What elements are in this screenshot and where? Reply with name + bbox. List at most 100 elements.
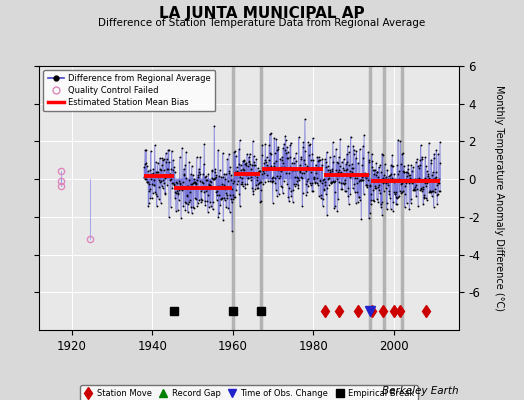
Point (232, 164, 241, 170)
Point (322, 164, 331, 170)
Point (391, 176, 399, 182)
Point (387, 162, 395, 169)
Point (332, 172, 340, 178)
Point (326, 168, 334, 175)
Point (348, 185, 357, 192)
Point (385, 191, 394, 198)
Point (340, 181, 348, 187)
Point (405, 180, 413, 186)
Point (310, 175, 319, 182)
Point (417, 156, 425, 162)
Point (155, 183, 163, 190)
Point (160, 180, 169, 186)
Point (430, 203, 438, 210)
Point (330, 179, 339, 185)
Point (224, 204, 232, 211)
Point (389, 189, 398, 195)
Point (185, 199, 193, 205)
Point (236, 202, 244, 209)
Point (395, 176, 403, 182)
Point (294, 174, 302, 181)
Point (420, 191, 429, 198)
Point (397, 160, 405, 167)
Point (298, 202, 307, 209)
Point (233, 168, 241, 174)
Point (425, 140, 433, 146)
Point (206, 182, 214, 188)
Point (182, 149, 190, 155)
Point (403, 170, 412, 176)
Point (272, 146, 281, 153)
Point (420, 180, 429, 186)
Point (180, 171, 189, 178)
Point (309, 188, 317, 194)
Point (374, 184, 382, 190)
Point (344, 185, 352, 191)
Point (355, 178, 364, 184)
Point (152, 168, 160, 175)
Point (317, 192, 325, 198)
Point (436, 188, 444, 194)
Point (374, 173, 383, 180)
Point (290, 160, 298, 166)
Point (365, 215, 373, 222)
Point (243, 170, 251, 176)
Point (256, 168, 264, 174)
Point (251, 172, 259, 178)
Point (327, 180, 335, 187)
Point (160, 156, 168, 162)
Point (185, 196, 194, 203)
Point (208, 167, 216, 174)
Point (352, 148, 361, 154)
Point (362, 175, 370, 182)
Point (141, 175, 150, 182)
Point (388, 162, 397, 169)
Point (434, 188, 443, 194)
Point (197, 198, 205, 205)
Point (302, 181, 310, 187)
Point (370, 198, 378, 204)
Point (213, 188, 221, 194)
Point (277, 168, 285, 174)
Point (428, 188, 436, 195)
Point (219, 174, 227, 180)
Point (293, 167, 302, 174)
Point (172, 207, 180, 214)
Point (363, 184, 372, 190)
Point (170, 182, 179, 189)
Point (421, 175, 429, 182)
Point (209, 176, 217, 182)
Point (383, 200, 391, 207)
Point (408, 180, 416, 186)
Point (343, 166, 352, 172)
Point (283, 181, 291, 187)
Point (353, 189, 362, 195)
Point (143, 179, 151, 186)
Point (383, 167, 391, 173)
Point (301, 168, 310, 174)
Point (312, 166, 320, 173)
Point (342, 187, 351, 194)
Point (359, 190, 368, 197)
Point (168, 185, 177, 191)
Point (307, 169, 315, 175)
Point (275, 165, 283, 172)
Point (399, 169, 408, 175)
Point (330, 153, 338, 160)
Point (203, 198, 212, 204)
Point (291, 150, 300, 156)
Point (396, 138, 405, 144)
Point (402, 169, 410, 175)
Point (413, 176, 422, 182)
Point (392, 194, 400, 200)
Point (140, 174, 149, 180)
Point (226, 196, 235, 202)
Point (326, 179, 335, 186)
Point (154, 160, 162, 166)
Point (406, 172, 414, 178)
Point (315, 176, 324, 183)
Point (241, 180, 249, 187)
Point (158, 155, 167, 162)
Point (314, 164, 322, 170)
Point (359, 177, 367, 184)
